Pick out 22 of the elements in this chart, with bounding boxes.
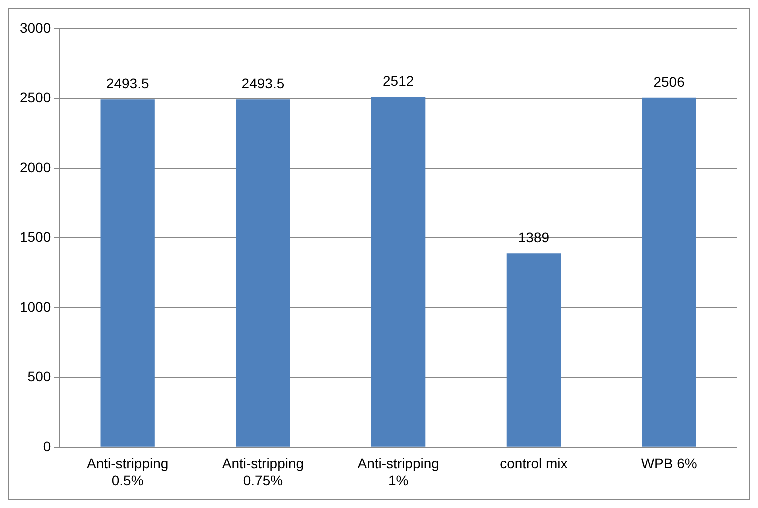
y-tick-label: 500 bbox=[28, 368, 52, 385]
y-tick-label: 1000 bbox=[20, 298, 52, 315]
data-label: 2506 bbox=[654, 74, 686, 90]
y-tick-label: 0 bbox=[43, 438, 52, 454]
bar bbox=[506, 254, 562, 447]
bar bbox=[642, 98, 696, 447]
bar bbox=[372, 97, 426, 447]
data-label: 2512 bbox=[382, 72, 414, 89]
y-tick-label: 3000 bbox=[20, 20, 52, 36]
data-label: 1389 bbox=[518, 230, 550, 246]
x-tick-label: Anti-stripping 0.5% bbox=[86, 456, 169, 488]
y-tick-label: 2500 bbox=[20, 90, 52, 106]
x-tick-label: Anti-stripping 1% bbox=[358, 456, 440, 488]
data-label: 2493.5 bbox=[106, 76, 150, 92]
y-tick-label: 1500 bbox=[20, 229, 52, 246]
bar bbox=[236, 100, 290, 447]
x-tick-label: WPB 6% bbox=[641, 456, 698, 472]
y-tick-label: 2000 bbox=[20, 159, 52, 176]
x-tick-label: control mix bbox=[500, 456, 568, 472]
data-label: 2493.5 bbox=[242, 76, 285, 92]
bar bbox=[100, 100, 155, 447]
x-tick-label: Anti-stripping 0.75% bbox=[222, 456, 304, 488]
